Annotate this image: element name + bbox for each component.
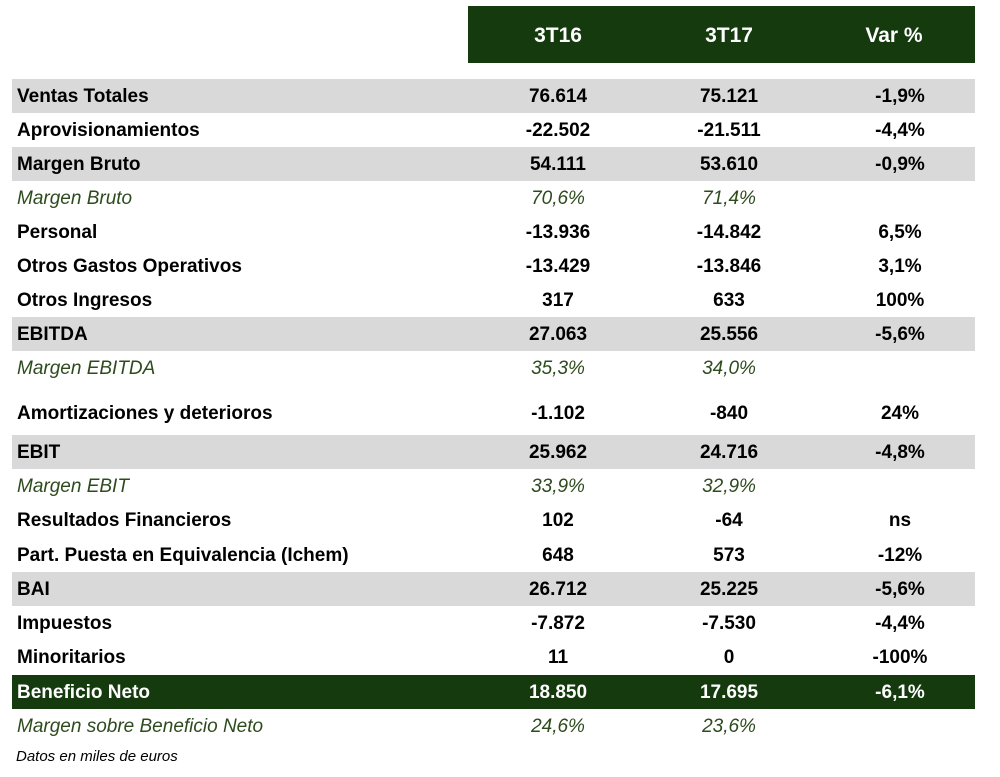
value-3t16: -7.872 — [531, 613, 585, 634]
row-label: EBIT — [17, 442, 61, 463]
value-var: -6,1% — [875, 682, 925, 703]
row-label: Margen EBIT — [17, 476, 129, 497]
value-3t16: 18.850 — [528, 682, 588, 703]
value-3t16: 33,9% — [531, 476, 585, 497]
table-row: Aprovisionamientos -22.502 -21.511 -4,4% — [12, 113, 975, 147]
table-row: Resultados Financieros 102 -64 ns — [12, 503, 975, 537]
value-3t16: 76.614 — [528, 86, 588, 107]
value-3t16: 648 — [542, 545, 574, 566]
row-label: Otros Gastos Operativos — [17, 256, 242, 277]
value-3t16: 70,6% — [531, 188, 585, 209]
value-var: -4,4% — [875, 613, 925, 634]
row-label: Margen EBITDA — [17, 358, 156, 379]
row-label: Impuestos — [17, 613, 113, 634]
value-3t16: 26.712 — [528, 579, 588, 600]
value-3t16: 25.962 — [528, 442, 588, 463]
table-row: BAI 26.712 25.225 -5,6% — [12, 572, 975, 606]
row-label: Minoritarios — [17, 647, 126, 668]
value-var: 100% — [875, 290, 925, 311]
value-3t17: 75.121 — [699, 86, 759, 107]
row-label: BAI — [17, 579, 50, 600]
value-3t16: 54.111 — [529, 154, 587, 175]
value-3t17: -64 — [715, 510, 743, 531]
value-3t17: 25.556 — [699, 324, 759, 345]
table-row: Margen Bruto 54.111 53.610 -0,9% — [12, 147, 975, 181]
row-label: Aprovisionamientos — [17, 120, 200, 141]
value-3t17: 17.695 — [699, 682, 759, 703]
table-row: EBITDA 27.063 25.556 -5,6% — [12, 317, 975, 351]
table-row: Amortizaciones y deterioros -1.102 -840 24% — [12, 396, 975, 430]
table-row: Otros Ingresos 317 633 100% — [12, 283, 975, 317]
value-var: -1,9% — [875, 86, 925, 107]
row-label: Beneficio Neto — [17, 682, 151, 703]
value-var: -5,6% — [875, 324, 925, 345]
table-row: Margen EBITDA 35,3% 34,0% — [12, 351, 975, 385]
table-row: Otros Gastos Operativos -13.429 -13.846 3,1… — [12, 249, 975, 283]
value-3t16: 102 — [542, 510, 574, 531]
row-label: Margen Bruto — [17, 188, 133, 209]
value-3t16: 35,3% — [531, 358, 585, 379]
value-3t16: 11 — [547, 647, 569, 668]
value-var: -4,8% — [875, 442, 925, 463]
value-3t17: 0 — [723, 647, 735, 668]
value-3t16: -13.936 — [525, 222, 591, 243]
table-row: Margen EBIT 33,9% 32,9% — [12, 469, 975, 503]
table-row: EBIT 25.962 24.716 -4,8% — [12, 435, 975, 469]
value-3t16: 24,6% — [531, 716, 585, 737]
value-3t17: -14.842 — [696, 222, 762, 243]
table-row: Part. Puesta en Equivalencia (Ichem) 648 5… — [12, 538, 975, 572]
value-var: -100% — [872, 647, 928, 668]
value-3t17: 71,4% — [702, 188, 756, 209]
value-3t16: 27.063 — [528, 324, 588, 345]
table-row: Impuestos -7.872 -7.530 -4,4% — [12, 606, 975, 640]
value-3t17: 53.610 — [699, 154, 759, 175]
table-row: Personal -13.936 -14.842 6,5% — [12, 215, 975, 249]
table-row: Margen Bruto 70,6% 71,4% — [12, 181, 975, 215]
row-label: Margen sobre Beneficio Neto — [17, 716, 264, 737]
row-label: Personal — [17, 222, 98, 243]
value-3t17: -13.846 — [696, 256, 762, 277]
value-var: 3,1% — [878, 256, 922, 277]
row-label: Resultados Financieros — [17, 510, 232, 531]
table-row: Margen sobre Beneficio Neto 24,6% 23,6% — [12, 709, 975, 743]
value-3t16: -13.429 — [525, 256, 591, 277]
value-3t17: 23,6% — [702, 716, 756, 737]
row-label: Margen Bruto — [17, 154, 141, 175]
row-label: Part. Puesta en Equivalencia (Ichem) — [17, 545, 349, 566]
table-row: Beneficio Neto 18.850 17.695 -6,1% — [12, 675, 975, 709]
row-label: Otros Ingresos — [17, 290, 153, 311]
value-3t17: 34,0% — [702, 358, 756, 379]
value-var: -4,4% — [875, 120, 925, 141]
value-3t16: -22.502 — [525, 120, 591, 141]
value-3t17: 24.716 — [699, 442, 759, 463]
value-3t17: 25.225 — [699, 579, 759, 600]
value-var: -0,9% — [875, 154, 925, 175]
value-3t17: 32,9% — [702, 476, 756, 497]
table-header: 3T16 3T17 Var % — [468, 6, 975, 63]
table-row: Ventas Totales 76.614 75.121 -1,9% — [12, 79, 975, 113]
value-3t17: 633 — [713, 290, 745, 311]
value-3t16: -1.102 — [531, 403, 585, 424]
footnote: Datos en miles de euros — [16, 748, 178, 765]
row-label: Ventas Totales — [17, 86, 149, 107]
value-var: 6,5% — [878, 222, 922, 243]
row-label: Amortizaciones y deterioros — [17, 403, 273, 424]
header-3t16: 3T16 — [534, 24, 582, 47]
value-var: -5,6% — [875, 579, 925, 600]
value-var: -12% — [877, 545, 923, 566]
value-var: 24% — [880, 403, 920, 424]
value-3t17: 573 — [713, 545, 745, 566]
row-label: EBITDA — [17, 324, 88, 345]
table-row: Minoritarios 11 0 -100% — [12, 640, 975, 674]
header-3t17: 3T17 — [705, 24, 753, 47]
value-3t17: -21.511 — [697, 120, 761, 141]
value-3t17: -840 — [709, 403, 749, 424]
header-var: Var % — [865, 24, 923, 47]
value-3t16: 317 — [542, 290, 574, 311]
value-var: ns — [888, 510, 912, 531]
value-3t17: -7.530 — [702, 613, 756, 634]
